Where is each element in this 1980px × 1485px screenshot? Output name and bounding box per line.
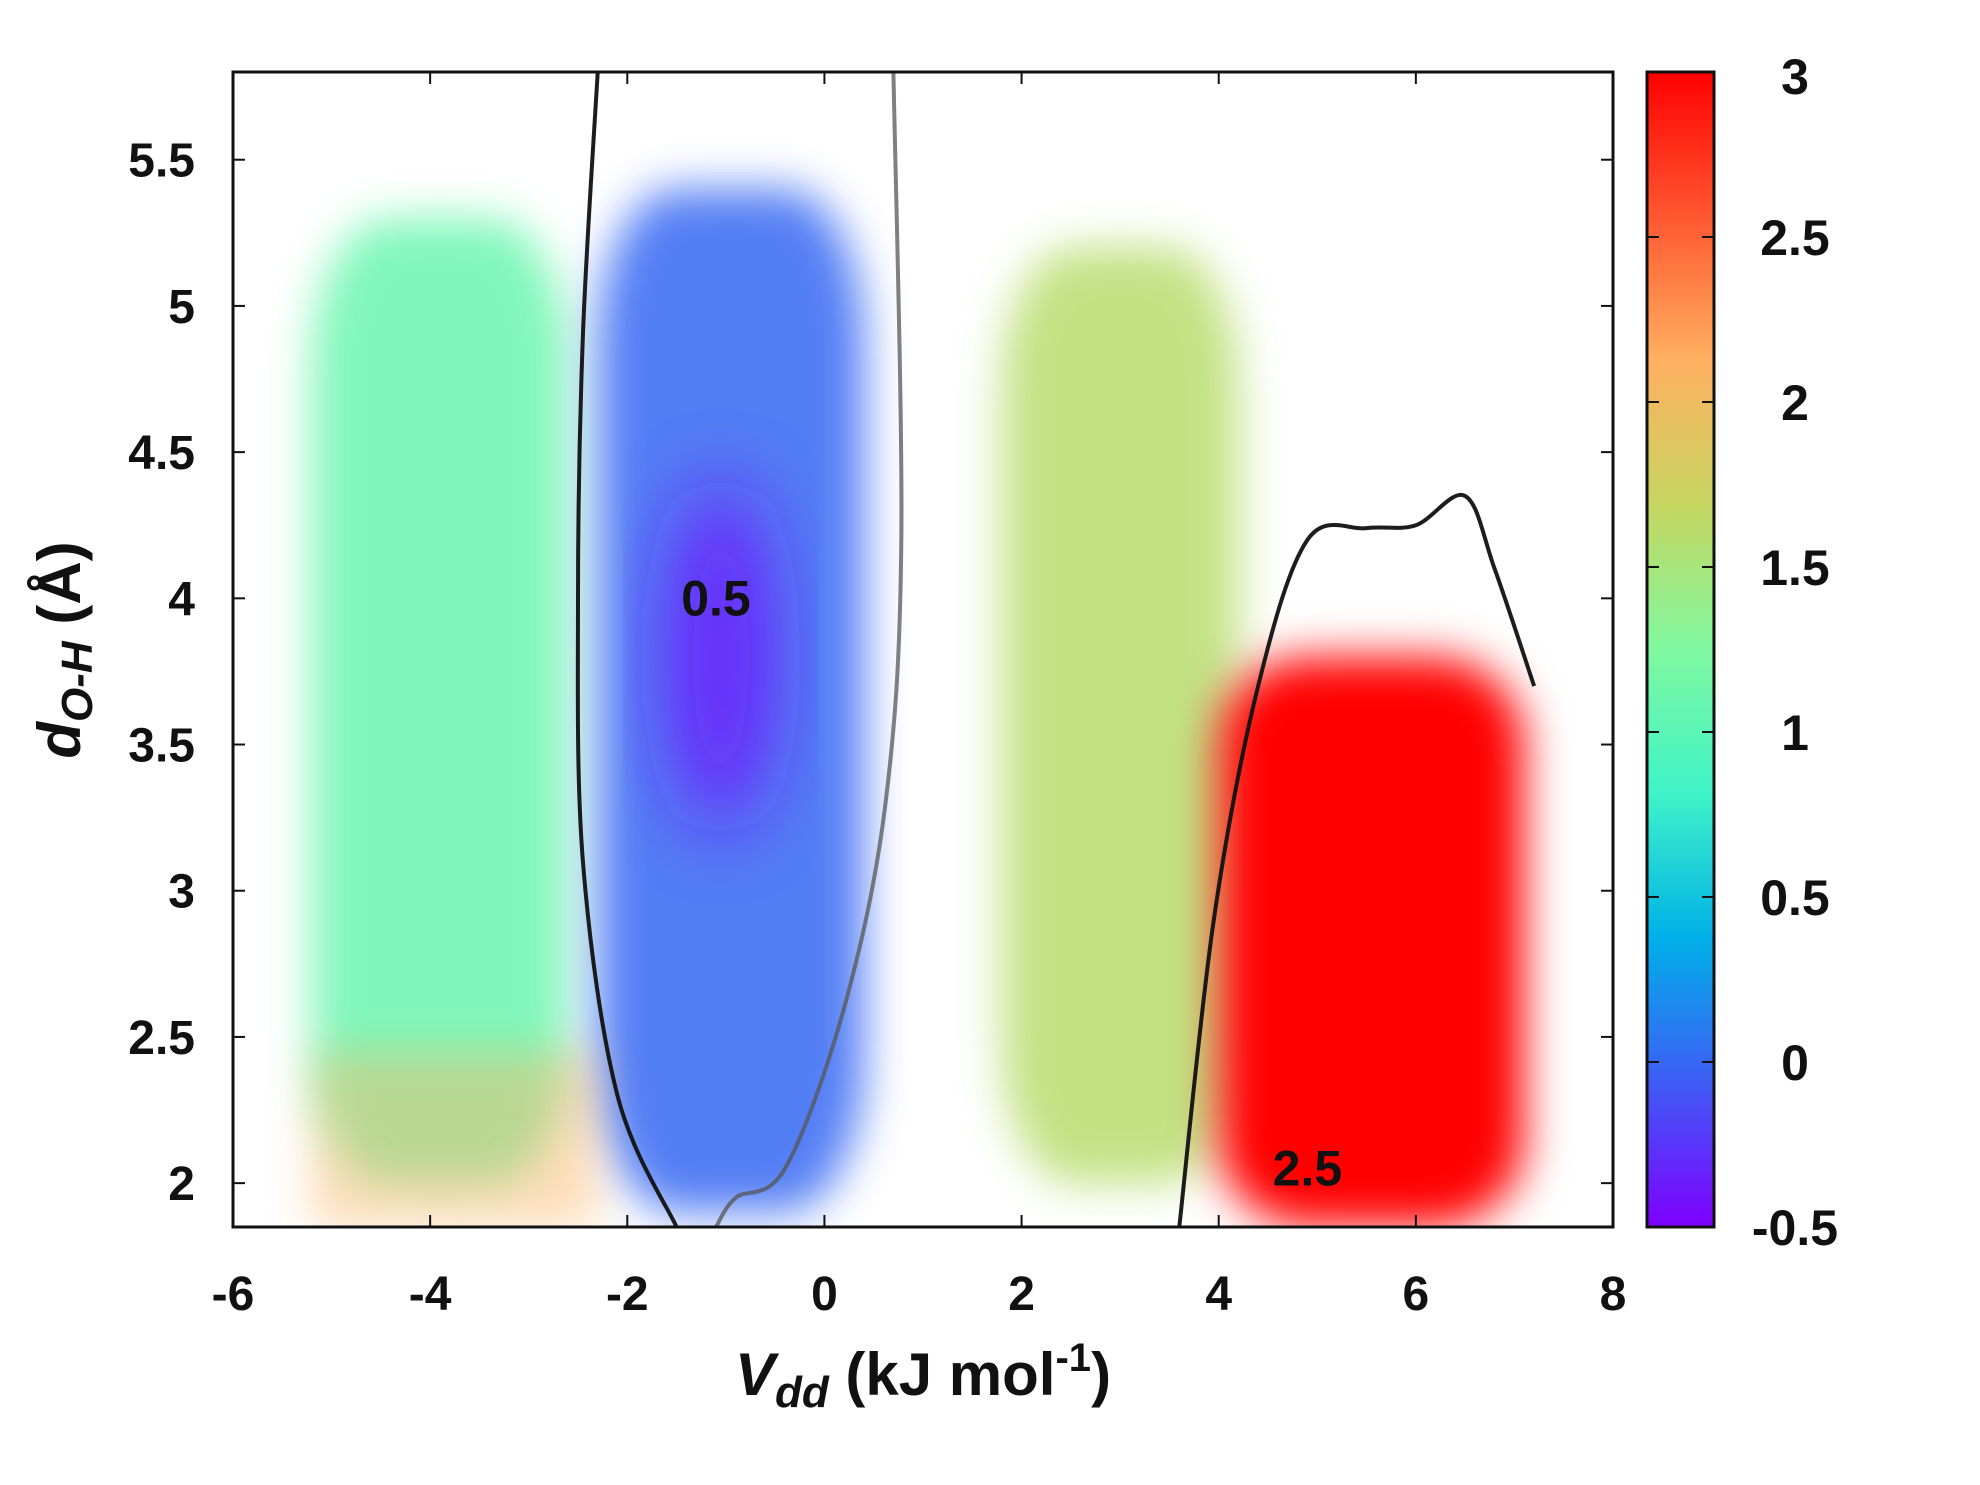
y-tick-label: 3 [168, 866, 195, 919]
colorbar [1645, 70, 1716, 1229]
colorbar-tick-label: 0 [1781, 1035, 1809, 1091]
y-tick-label: 2 [168, 1158, 195, 1211]
colorbar-tick-label: 0.5 [1760, 870, 1830, 926]
heatmap-region-bottom-tint [311, 1051, 598, 1227]
x-tick-label: 8 [1600, 1268, 1627, 1321]
plot-frame [231, 70, 1615, 1229]
heatmap-field [311, 188, 1525, 1227]
x-axis-title-main: V [735, 1341, 780, 1408]
x-tick-label: -4 [409, 1268, 452, 1321]
colorbar-tick-label: 1 [1781, 705, 1809, 761]
heatmap-region-3 [1001, 247, 1239, 1184]
colorbar-ticks: 3 2.5 2 1.5 1 0.5 0 -0.5 [1647, 49, 1838, 1256]
x-axis-title-unit: (kJ mol [829, 1341, 1056, 1408]
y-axis-title-unit: (Å) [26, 541, 93, 641]
heatmap-region-2 [666, 481, 776, 833]
y-tick-label: 3.5 [128, 720, 195, 773]
x-tick-label: 2 [1008, 1268, 1035, 1321]
contour-label-1: 2.5 [1273, 1141, 1343, 1197]
y-axis-title: dO-H (Å) [26, 541, 102, 758]
colorbar-tick-label: 1.5 [1760, 540, 1830, 596]
contour-line-1 [714, 72, 904, 1227]
colorbar-tick-label: 2.5 [1760, 210, 1830, 266]
y-axis-title-main: d [26, 721, 93, 759]
contour-line-2 [1177, 492, 1537, 1227]
y-axis-title-sub: O-H [53, 640, 102, 722]
colorbar-tick-label: 3 [1781, 49, 1809, 105]
x-axis-title: Vdd (kJ mol-1) [735, 1336, 1111, 1417]
heatmap-region-0 [311, 218, 569, 1184]
x-tick-label: 4 [1205, 1268, 1232, 1321]
contour-line-0 [575, 72, 679, 1227]
x-axis-title-exponent: -1 [1055, 1336, 1091, 1380]
contour-labels: 0.5 2.5 [681, 570, 1342, 1196]
x-tick-label: 6 [1403, 1268, 1430, 1321]
x-axis-title-sub: dd [775, 1368, 830, 1417]
contour-label-0: 0.5 [681, 570, 751, 626]
x-tick-label: 0 [811, 1268, 838, 1321]
colorbar-tick-label: 2 [1781, 375, 1809, 431]
x-axis-title-close: ) [1091, 1341, 1111, 1408]
y-tick-label: 5 [168, 281, 195, 334]
heatmap-region-4 [1218, 656, 1525, 1227]
y-axis-ticks: 2 2.5 3 3.5 4 4.5 5 5.5 [128, 135, 1613, 1211]
y-tick-label: 4 [168, 573, 195, 626]
y-tick-label: 5.5 [128, 135, 195, 188]
contour-lines [575, 72, 1537, 1227]
x-axis-ticks: -6 -4 -2 0 2 4 6 8 [212, 72, 1627, 1321]
x-tick-label: -2 [606, 1268, 649, 1321]
y-tick-label: 4.5 [128, 427, 195, 480]
colorbar-tick-label: -0.5 [1752, 1200, 1838, 1256]
x-tick-label: -6 [212, 1268, 255, 1321]
y-tick-label: 2.5 [128, 1012, 195, 1065]
